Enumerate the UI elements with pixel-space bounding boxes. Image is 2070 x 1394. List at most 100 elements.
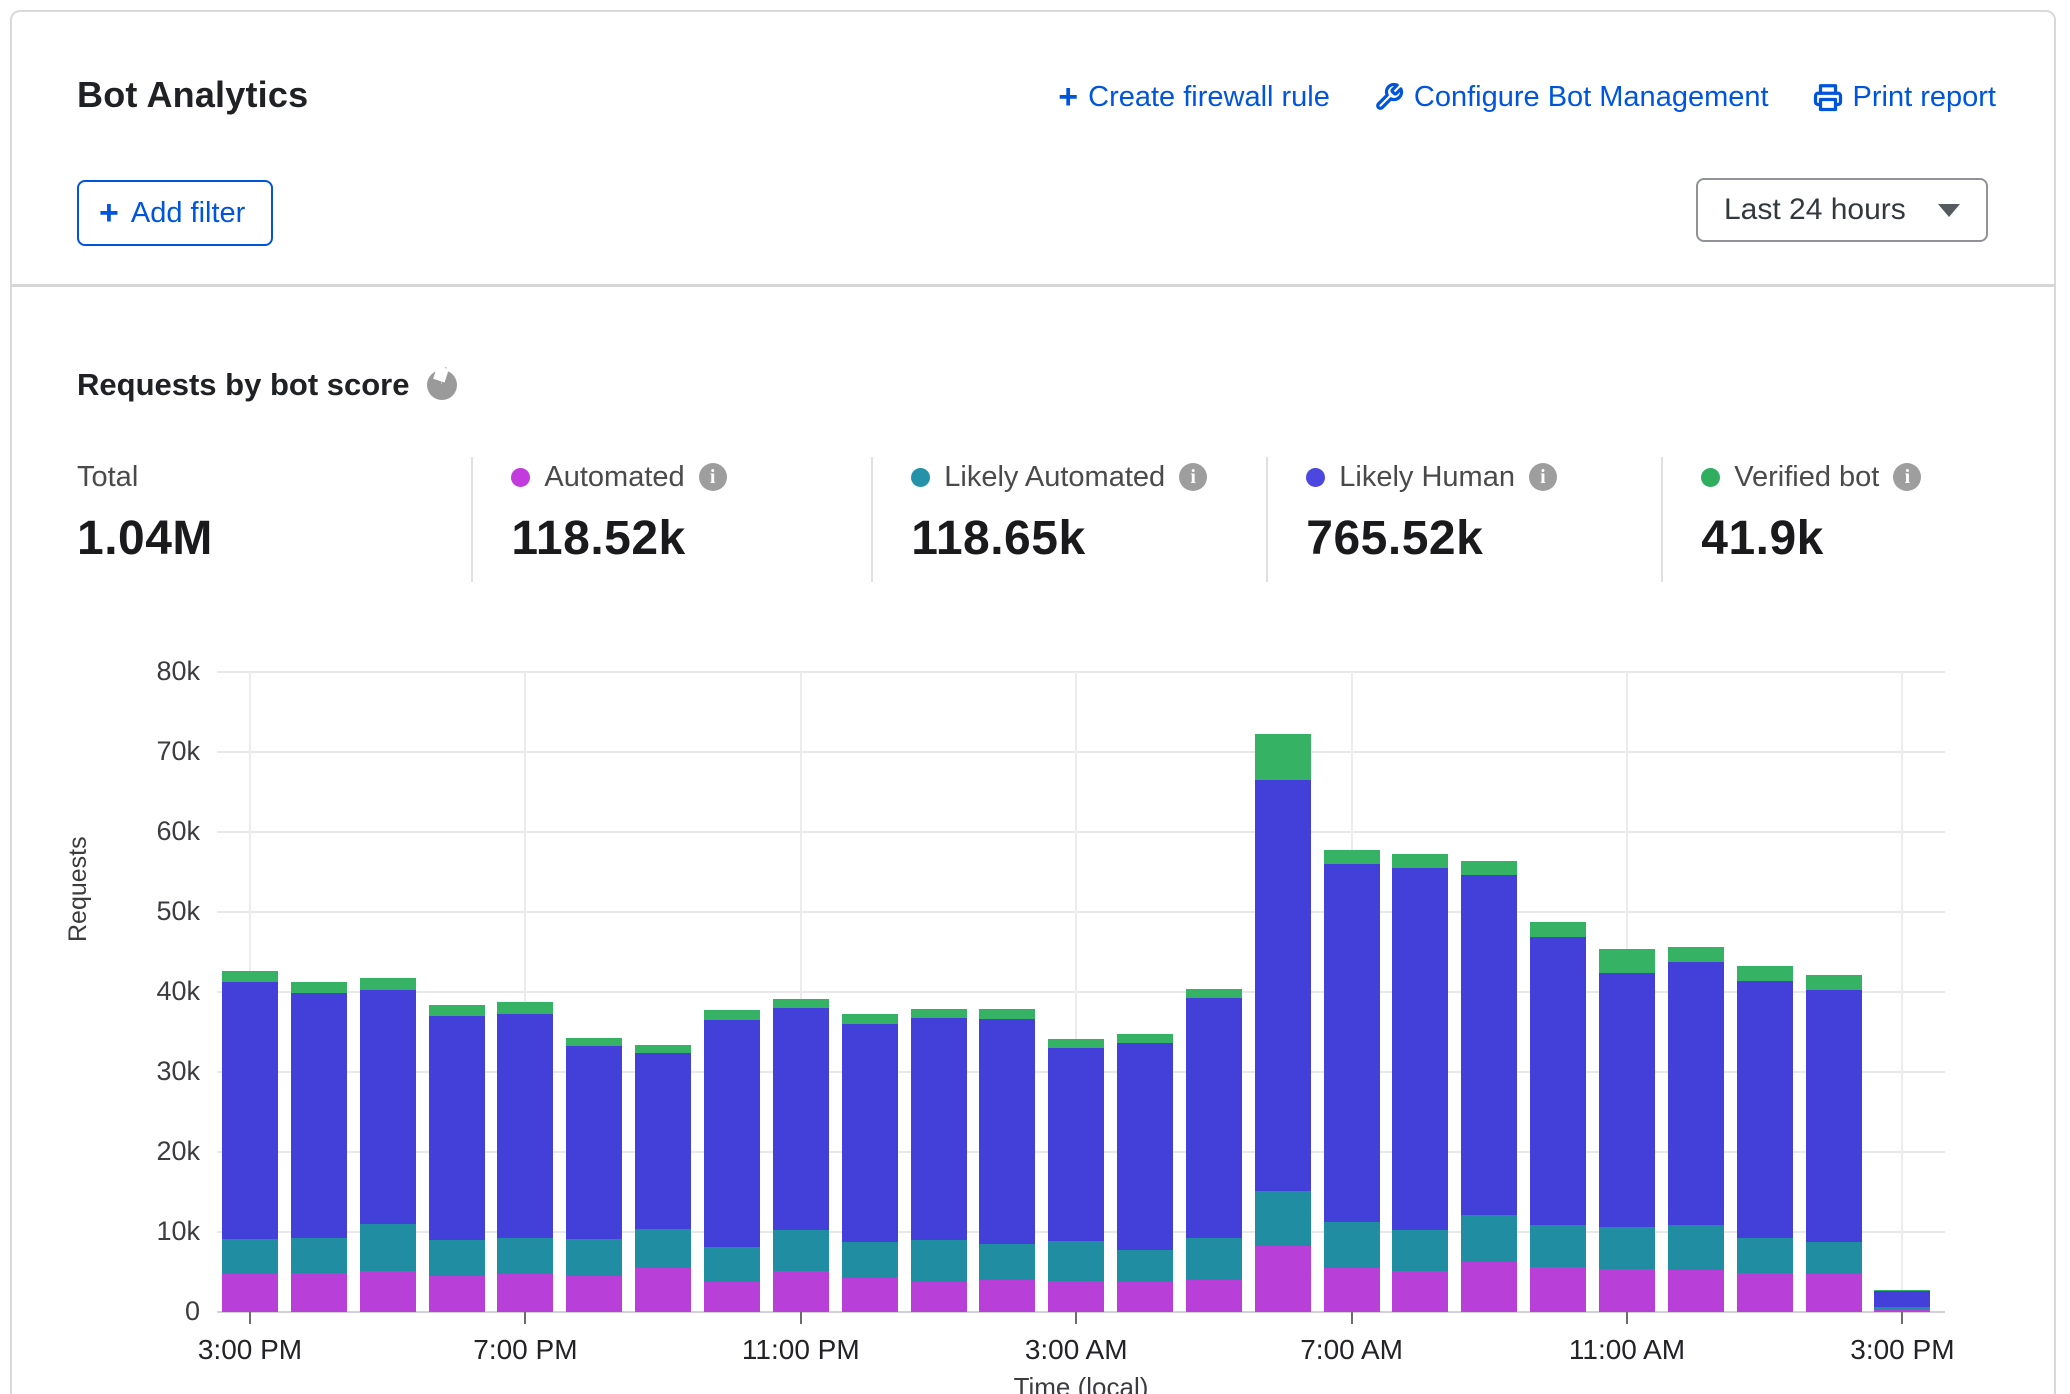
info-icon[interactable]: i — [699, 463, 727, 491]
segment-likely-automated — [1737, 1238, 1793, 1272]
segment-likely-automated — [1324, 1222, 1380, 1268]
print-report-link[interactable]: Print report — [1813, 81, 1996, 114]
segment-automated — [1186, 1280, 1242, 1312]
bar-9-00-am[interactable] — [1461, 861, 1517, 1312]
x-tick-label: 3:00 PM — [140, 1334, 360, 1366]
bar-6-00-pm[interactable] — [429, 1005, 485, 1312]
stat-label-row: Likely Automatedi — [911, 457, 1236, 497]
bar-1-00-pm[interactable] — [1737, 966, 1793, 1312]
segment-likely-automated — [291, 1238, 347, 1272]
segment-automated — [497, 1274, 553, 1312]
segment-verified-bot — [1048, 1039, 1104, 1048]
segment-automated — [842, 1278, 898, 1312]
bar-3-00-am[interactable] — [1048, 1039, 1104, 1312]
segment-verified-bot — [979, 1009, 1035, 1019]
bar-4-00-pm[interactable] — [291, 982, 347, 1312]
segment-likely-human — [635, 1053, 691, 1229]
bar-1-00-am[interactable] — [911, 1009, 967, 1312]
create-firewall-rule-link[interactable]: + Create firewall rule — [1058, 80, 1330, 114]
stat-label: Verified bot — [1734, 461, 1879, 494]
segment-likely-automated — [635, 1229, 691, 1268]
bar-10-00-am[interactable] — [1530, 922, 1586, 1312]
x-tick-label: 7:00 PM — [415, 1334, 635, 1366]
x-axis-title: Time (local) — [217, 1372, 1945, 1394]
stat-label-row: Total — [77, 457, 441, 497]
segment-likely-automated — [1461, 1215, 1517, 1261]
stat-value: 765.52k — [1306, 511, 1631, 566]
stat-value: 118.52k — [511, 511, 841, 566]
segment-likely-automated — [773, 1230, 829, 1271]
bar-10-00-pm[interactable] — [704, 1010, 760, 1312]
plus-icon: + — [1058, 80, 1078, 114]
info-icon[interactable]: i — [1179, 463, 1207, 491]
card-header: Bot Analytics + Create firewall rule Con… — [12, 12, 2054, 287]
y-tick-label: 60k — [80, 816, 200, 847]
segment-likely-human — [842, 1024, 898, 1242]
segment-verified-bot — [1599, 949, 1655, 973]
segment-automated — [1599, 1269, 1655, 1312]
segment-verified-bot — [842, 1014, 898, 1024]
segment-likely-automated — [566, 1239, 622, 1276]
time-range-dropdown[interactable]: Last 24 hours — [1696, 178, 1988, 242]
segment-likely-automated — [1186, 1238, 1242, 1280]
segment-likely-human — [911, 1018, 967, 1240]
segment-verified-bot — [1737, 966, 1793, 981]
info-icon[interactable]: i — [1893, 463, 1921, 491]
segment-verified-bot — [635, 1045, 691, 1053]
stat-label: Total — [77, 461, 138, 494]
bar-7-00-am[interactable] — [1324, 850, 1380, 1312]
segment-likely-automated — [911, 1240, 967, 1282]
bar-9-00-pm[interactable] — [635, 1045, 691, 1312]
segment-likely-human — [360, 990, 416, 1224]
printer-icon — [1813, 82, 1843, 112]
bar-11-00-pm[interactable] — [773, 999, 829, 1312]
segment-automated — [1324, 1268, 1380, 1312]
x-tick-mark — [524, 1312, 526, 1324]
plus-icon: + — [99, 196, 119, 230]
stat-label: Automated — [544, 461, 684, 494]
segment-likely-automated — [222, 1239, 278, 1274]
bar-12-00-pm[interactable] — [1668, 947, 1724, 1312]
segment-automated — [291, 1273, 347, 1312]
bar-11-00-am[interactable] — [1599, 949, 1655, 1312]
add-filter-button[interactable]: + Add filter — [77, 180, 273, 246]
segment-automated — [1048, 1281, 1104, 1312]
segment-likely-human — [1048, 1048, 1104, 1241]
gridline — [217, 671, 1945, 673]
bar-6-00-am[interactable] — [1255, 734, 1311, 1312]
segment-automated — [979, 1280, 1035, 1312]
segment-likely-human — [429, 1016, 485, 1240]
y-tick-label: 40k — [80, 976, 200, 1007]
bar-2-00-am[interactable] — [979, 1009, 1035, 1312]
segment-automated — [704, 1282, 760, 1312]
bar-8-00-pm[interactable] — [566, 1038, 622, 1312]
bar-3-00-pm[interactable] — [222, 971, 278, 1312]
bar-12-00-am[interactable] — [842, 1014, 898, 1312]
y-tick-label: 70k — [80, 736, 200, 767]
segment-automated — [222, 1274, 278, 1312]
segment-likely-human — [1874, 1291, 1930, 1307]
bar-4-00-am[interactable] — [1117, 1034, 1173, 1312]
bar-5-00-am[interactable] — [1186, 989, 1242, 1312]
bar-8-00-am[interactable] — [1392, 854, 1448, 1312]
bar-5-00-pm[interactable] — [360, 978, 416, 1312]
segment-automated — [1461, 1262, 1517, 1312]
segment-likely-human — [1117, 1043, 1173, 1250]
bar-2-00-pm[interactable] — [1806, 975, 1862, 1312]
y-tick-label: 10k — [80, 1216, 200, 1247]
segment-automated — [1392, 1271, 1448, 1312]
section-title-row: Requests by bot score — [77, 367, 457, 403]
segment-likely-automated — [1874, 1307, 1930, 1309]
segment-automated — [566, 1276, 622, 1312]
info-icon[interactable]: i — [1529, 463, 1557, 491]
configure-bot-management-link[interactable]: Configure Bot Management — [1374, 81, 1769, 114]
bar-3-00-pm[interactable] — [1874, 1290, 1930, 1312]
segment-likely-automated — [497, 1238, 553, 1275]
y-tick-label: 0 — [80, 1296, 200, 1327]
segment-likely-human — [1737, 981, 1793, 1239]
gridline — [1901, 672, 1903, 1312]
segment-likely-automated — [704, 1247, 760, 1281]
segment-likely-human — [1530, 937, 1586, 1225]
bar-7-00-pm[interactable] — [497, 1002, 553, 1312]
segment-automated — [429, 1276, 485, 1312]
